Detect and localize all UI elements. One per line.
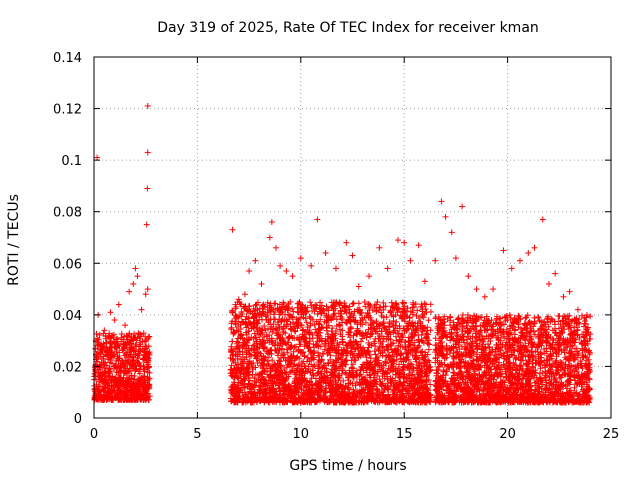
data-point xyxy=(424,340,431,347)
data-point xyxy=(350,300,357,307)
data-point xyxy=(298,349,305,356)
data-point xyxy=(419,348,426,355)
data-point xyxy=(383,314,390,321)
data-point xyxy=(289,305,296,312)
data-point xyxy=(262,327,269,334)
data-point xyxy=(333,316,340,323)
data-point xyxy=(425,317,432,324)
data-point xyxy=(402,344,409,351)
data-point xyxy=(290,308,297,315)
data-point xyxy=(96,331,103,338)
data-point xyxy=(303,319,310,326)
data-point xyxy=(114,335,121,342)
data-point xyxy=(425,346,432,353)
data-point xyxy=(427,301,434,308)
data-point xyxy=(427,308,434,315)
data-point xyxy=(372,335,379,342)
data-point xyxy=(119,347,126,354)
data-point xyxy=(349,300,356,307)
data-points xyxy=(91,102,594,406)
